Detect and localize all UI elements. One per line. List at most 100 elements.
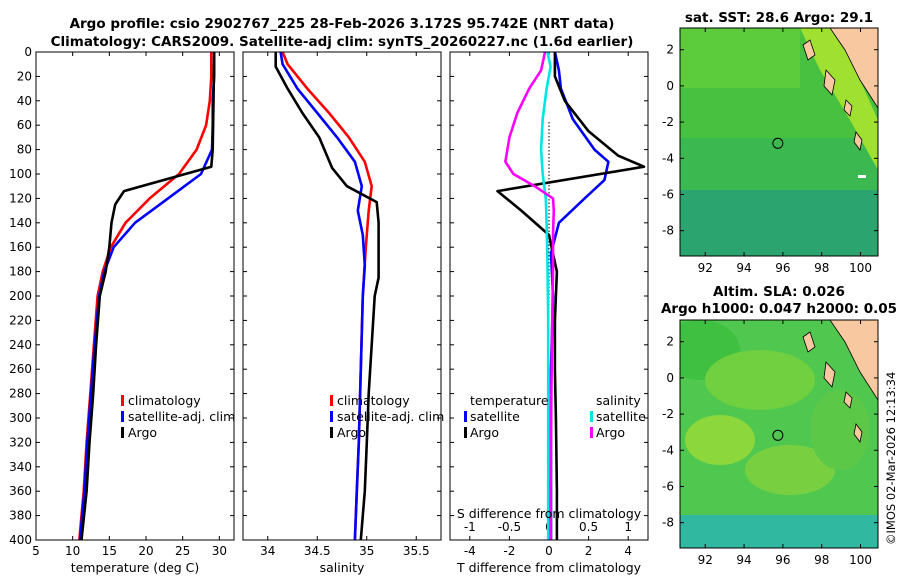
temperature-ytick-label: 400 — [9, 533, 32, 547]
salinity-series-satellite-adj-clim — [279, 52, 367, 540]
sst-map-ticks: 92 94 96 98 100 2 0 -2 -4 -6 -8 — [662, 28, 878, 275]
difference-legend-header-temperature: temperature — [470, 393, 549, 408]
temperature-ytick-label: 260 — [9, 362, 32, 376]
difference-legend-header-salinity: salinity — [596, 393, 641, 408]
salinity-legend-label: climatology — [337, 393, 410, 408]
sst-map-sumatra-land — [829, 28, 878, 109]
sla-map-island-siberut — [843, 391, 853, 409]
sst-map-xtick-label: 98 — [814, 261, 829, 275]
sla-map-island-pagai — [853, 423, 863, 443]
sla-map-island-nias — [823, 361, 836, 388]
sla-map-ytick-label: -8 — [662, 516, 674, 530]
salinity-xtick-label: 34 — [260, 544, 275, 558]
temperature-ytick-label: 300 — [9, 411, 32, 425]
salinity-xlabel: salinity — [320, 560, 365, 575]
temperature-xtick-label: 20 — [138, 544, 153, 558]
temperature-ytick-label: 60 — [17, 118, 32, 132]
difference-legend-label-temperature: Argo — [470, 425, 499, 440]
sla-map-southeast-blob — [745, 445, 835, 495]
temperature-legend-label: climatology — [128, 393, 201, 408]
sla-map-title-line1: Altim. SLA: 0.026 — [713, 284, 845, 300]
temperature-legend-label: Argo — [128, 425, 157, 440]
temperature-lines — [78, 52, 216, 540]
difference-xtick-label: 4 — [624, 544, 632, 558]
sla-map-east-blob — [810, 390, 870, 470]
sst-map-argo-marker — [772, 137, 784, 149]
salinity-legend-swatch — [330, 427, 333, 438]
temperature-xtick-label: 15 — [102, 544, 117, 558]
difference-legend: temperature salinitysatelliteArgosatellit… — [464, 393, 646, 440]
temperature-ytick-label: 160 — [9, 240, 32, 254]
salinity-legend-label: Argo — [337, 425, 366, 440]
figure-title-line1: Argo profile: csio 2902767_225 28-Feb-20… — [70, 16, 615, 32]
difference-lines — [496, 52, 646, 540]
temperature-ytick-label: 280 — [9, 387, 32, 401]
salinity-legend-swatch — [330, 395, 333, 406]
sla-map-ytick-label: 0 — [666, 371, 674, 385]
sla-map-sumatra-land — [829, 320, 878, 401]
difference-xtick-label: -4 — [464, 544, 476, 558]
difference-top-xtick-label: -0.5 — [498, 520, 521, 534]
sla-map-ytick-label: -4 — [662, 443, 674, 457]
difference-legend-swatch-temperature — [464, 411, 467, 422]
difference-ticks: -4 -2 0 2 4-1 -0.5 0 0.5 1 — [450, 51, 648, 558]
temperature-legend-swatch — [121, 427, 124, 438]
temperature-ytick-label: 140 — [9, 216, 32, 230]
difference-legend-swatch-temperature — [464, 427, 467, 438]
difference-legend-swatch-salinity — [590, 411, 593, 422]
sla-map-xtick-label: 94 — [736, 553, 751, 567]
sst-map-ytick-label: -8 — [662, 224, 674, 238]
temperature-ytick-label: 40 — [17, 94, 32, 108]
difference-panel: -4 -2 0 2 4-1 -0.5 0 0.5 1 T difference from cli… — [449, 51, 649, 575]
sla-map-south-band — [680, 515, 878, 548]
salinity-lines — [274, 52, 380, 540]
salinity-legend-swatch — [330, 411, 333, 422]
sla-map-panel: Altim. SLA: 0.026 Argo h1000: 0.047 h200… — [661, 284, 897, 567]
sla-map-ytick-label: -6 — [662, 479, 674, 493]
sst-map-ytick-label: -4 — [662, 151, 674, 165]
difference-xtick-label: 0 — [545, 544, 553, 558]
temperature-series-argo — [80, 52, 216, 540]
sst-map-ytick-label: 0 — [666, 79, 674, 93]
temperature-ytick-label: 20 — [17, 69, 32, 83]
sst-map-south-band — [680, 190, 878, 256]
temperature-axes-frame — [35, 51, 235, 541]
sst-map-island-nias — [823, 69, 836, 96]
temperature-xtick-label: 10 — [65, 544, 80, 558]
sla-map-ytick-label: 2 — [666, 335, 674, 349]
salinity-ticks: 34 34.5 35 35.5 — [243, 51, 441, 558]
temperature-legend-swatch — [121, 411, 124, 422]
sla-map-ticks: 92 94 96 98 100 2 0 -2 -4 -6 -8 — [662, 320, 878, 567]
sst-map-ytick-label: -2 — [662, 115, 674, 129]
sst-map-ytick-label: -6 — [662, 187, 674, 201]
difference-series-temperature-argo — [496, 52, 646, 540]
salinity-xtick-label: 35.5 — [403, 544, 430, 558]
difference-series-temperature-satellite — [549, 52, 610, 540]
sla-map-frame — [679, 319, 879, 549]
temperature-ytick-label: 240 — [9, 338, 32, 352]
salinity-panel: 34 34.5 35 35.5 salinity climatologysatelli… — [242, 51, 444, 575]
temperature-ytick-label: 360 — [9, 484, 32, 498]
temperature-ytick-label: 80 — [17, 143, 32, 157]
sla-map-xtick-label: 96 — [775, 553, 790, 567]
temperature-xtick-label: 30 — [212, 544, 227, 558]
sla-map-central-blob — [705, 350, 815, 410]
sst-map-xtick-label: 92 — [698, 261, 713, 275]
difference-top-xlabel: S difference from climatology — [457, 506, 642, 521]
difference-top-xtick-label: 1 — [624, 520, 632, 534]
temperature-legend-label: satellite-adj. clim — [128, 409, 235, 424]
difference-legend-label-salinity: satellite — [596, 409, 646, 424]
temperature-ytick-label: 0 — [24, 45, 32, 59]
salinity-axes-frame — [242, 51, 442, 541]
temperature-ytick-label: 340 — [9, 460, 32, 474]
sla-map-xtick-label: 98 — [814, 553, 829, 567]
temperature-ytick-label: 120 — [9, 191, 32, 205]
sst-map-xtick-label: 96 — [775, 261, 790, 275]
sst-map-panel: sat. SST: 28.6 Argo: 29.1 92 94 96 98 100 2 0 -… — [662, 10, 879, 275]
difference-series-salinity-argo — [504, 52, 556, 540]
salinity-xtick-label: 34.5 — [304, 544, 331, 558]
temperature-ytick-label: 200 — [9, 289, 32, 303]
